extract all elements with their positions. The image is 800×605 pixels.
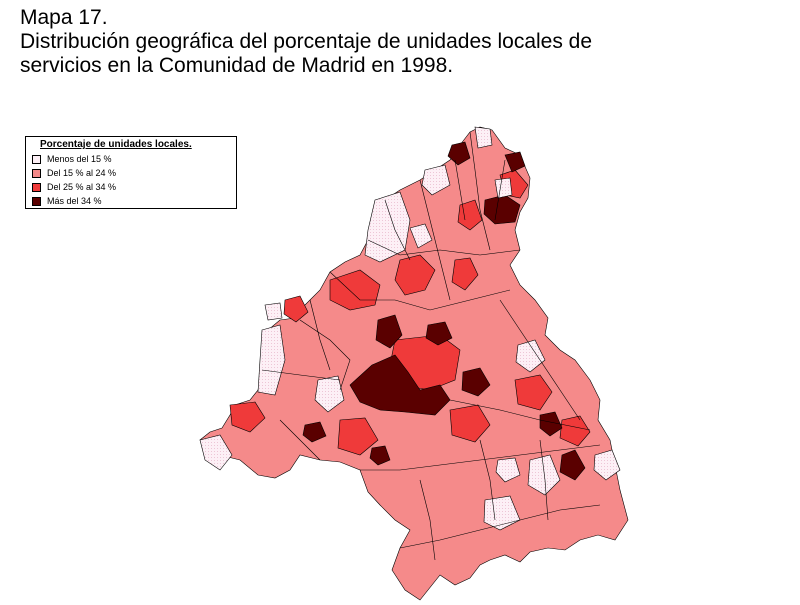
region-veryhigh-8 <box>539 411 563 437</box>
legend-item-high: Más del 34 % <box>32 195 102 207</box>
legend-title: Porcentaje de unidades locales. <box>40 139 192 150</box>
region-high-7 <box>337 417 379 456</box>
region-veryhigh-6 <box>447 141 471 166</box>
region-low-12 <box>409 223 433 249</box>
region-low-1 <box>364 191 411 263</box>
municipality-borders <box>261 131 601 561</box>
region-high-5 <box>229 401 266 433</box>
legend-label-midlow: Del 15 % al 24 % <box>47 168 117 178</box>
legend-swatch-midlow <box>32 168 41 178</box>
region-high-4 <box>451 257 479 291</box>
region-low-7 <box>421 164 451 196</box>
region-low-9 <box>494 177 513 199</box>
region-low-6 <box>593 449 621 481</box>
region-high-8 <box>457 199 483 231</box>
map-title: Mapa 17. Distribución geográfica del por… <box>20 6 592 78</box>
legend-label-low: Menos del 15 % <box>47 154 112 164</box>
region-veryhigh-2 <box>375 314 403 349</box>
region-low-11 <box>314 375 345 413</box>
region-high-11 <box>283 295 309 323</box>
region-veryhigh-4 <box>461 367 491 397</box>
title-line-2: Distribución geográfica del porcentaje d… <box>20 30 593 53</box>
legend-item-midhigh: Del 25 % al 34 % <box>32 181 116 193</box>
region-low-10 <box>515 339 546 373</box>
legend-item-midlow: Del 15 % al 24 % <box>32 167 116 179</box>
legend-swatch-midhigh <box>32 182 41 192</box>
region-low-13 <box>264 302 283 321</box>
region-veryhigh-11 <box>369 445 391 466</box>
title-line-3: servicios en la Comunidad de Madrid en 1… <box>20 54 454 77</box>
region-low-3 <box>199 434 233 471</box>
legend-label-midhigh: Del 25 % al 34 % <box>47 182 117 192</box>
region-low-8 <box>474 126 493 149</box>
region-veryhigh-10 <box>302 421 327 443</box>
legend-swatch-high <box>32 196 41 206</box>
legend-item-low: Menos del 15 % <box>32 153 112 165</box>
region-high-10 <box>449 404 491 443</box>
region-veryhigh-1 <box>349 354 451 416</box>
map-legend: Porcentaje de unidades locales. Menos de… <box>25 136 237 209</box>
region-veryhigh-9 <box>559 449 586 481</box>
legend-swatch-low <box>32 154 41 164</box>
region-low-5 <box>527 454 561 496</box>
region-low-2 <box>257 324 286 396</box>
region-high-3 <box>394 254 436 296</box>
choropleth-map <box>199 126 629 601</box>
region-low-14 <box>495 457 521 483</box>
region-high-9 <box>514 374 553 411</box>
legend-label-high: Más del 34 % <box>47 196 102 206</box>
region-veryhigh-7 <box>504 151 526 173</box>
region-veryhigh-3 <box>425 321 453 346</box>
title-line-1: Mapa 17. <box>20 6 108 29</box>
region-high-12 <box>559 415 591 447</box>
